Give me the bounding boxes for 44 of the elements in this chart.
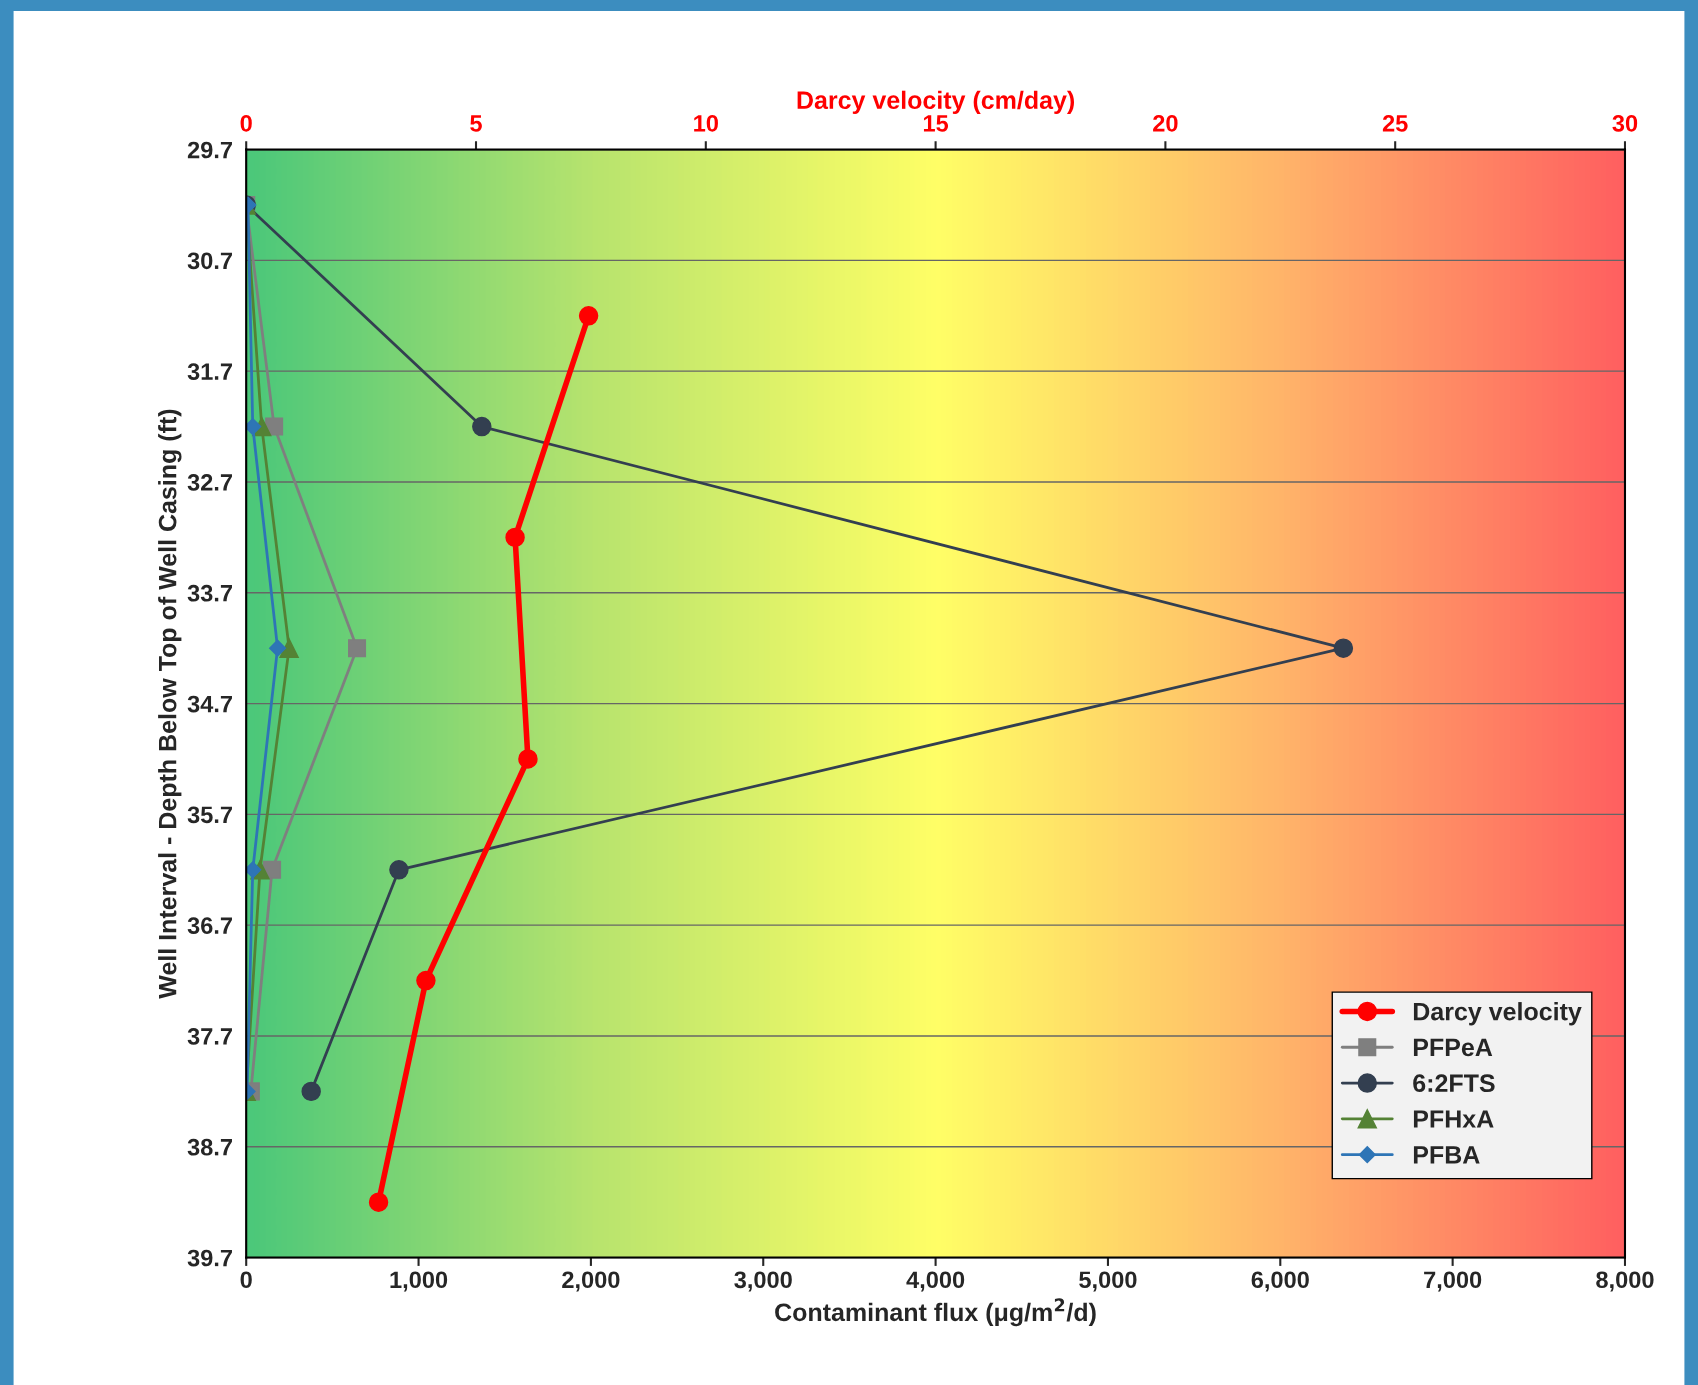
x-tick-label: 8,000	[1596, 1271, 1654, 1292]
point	[246, 861, 262, 879]
x2-tick-label: 30	[1612, 115, 1638, 132]
legend-label: PFBA	[1413, 1146, 1480, 1164]
y-axis-title: Well Interval - Depth Below Top of Well Casing (ft)	[158, 409, 182, 999]
x-axis-title: Contaminant flux (μg/m$^{2}$/d)	[775, 1298, 1096, 1327]
x2-tick-label: 10	[694, 115, 718, 132]
y-tick-label: 37.7	[187, 1028, 232, 1045]
legend-label: 6:2FTS	[1413, 1074, 1495, 1093]
x-tick-label: 0	[240, 1271, 252, 1289]
x-tick-label: 2,000	[562, 1271, 620, 1292]
x2-tick-label: 5	[470, 115, 482, 132]
y-tick-label: 38.7	[187, 1138, 232, 1156]
point	[472, 416, 492, 437]
y-tick-label: 35.7	[187, 806, 232, 824]
point	[348, 639, 367, 658]
x-tick-label: 6,000	[1251, 1271, 1309, 1292]
legend-label: PFPeA	[1413, 1038, 1493, 1057]
x-tick-label: 7,000	[1424, 1271, 1482, 1292]
y-tick-label: 36.7	[187, 917, 232, 934]
y-tick-label: 34.7	[187, 695, 232, 713]
x-tick-label: 5,000	[1079, 1271, 1137, 1292]
legend-label: PFHxA	[1413, 1110, 1494, 1128]
point	[246, 418, 262, 436]
x2-tick-label: 25	[1382, 115, 1408, 132]
point	[279, 638, 299, 658]
x-tick-label: 3,000	[734, 1271, 792, 1292]
x2-axis-title: Darcy velocity (cm/day)	[797, 90, 1075, 115]
legend-label: Darcy velocity	[1413, 1002, 1582, 1026]
point	[1333, 638, 1354, 658]
x-tick-label: 1,000	[390, 1271, 448, 1292]
y-tick-label: 30.7	[187, 252, 232, 270]
point	[269, 639, 287, 657]
x2-tick-label: 20	[1153, 115, 1178, 132]
x-tick-label: 4,000	[906, 1271, 965, 1292]
y-tick-label: 31.7	[187, 363, 232, 380]
x2-tick-label: 0	[240, 115, 252, 132]
y-tick-label: 33.7	[187, 584, 232, 602]
x2-tick-label: 15	[923, 115, 949, 132]
y-tick-label: 32.7	[187, 474, 232, 491]
point	[301, 1081, 321, 1102]
y-tick-label: 29.7	[187, 141, 232, 159]
point	[389, 860, 409, 880]
y-tick-label: 39.7	[187, 1249, 232, 1267]
